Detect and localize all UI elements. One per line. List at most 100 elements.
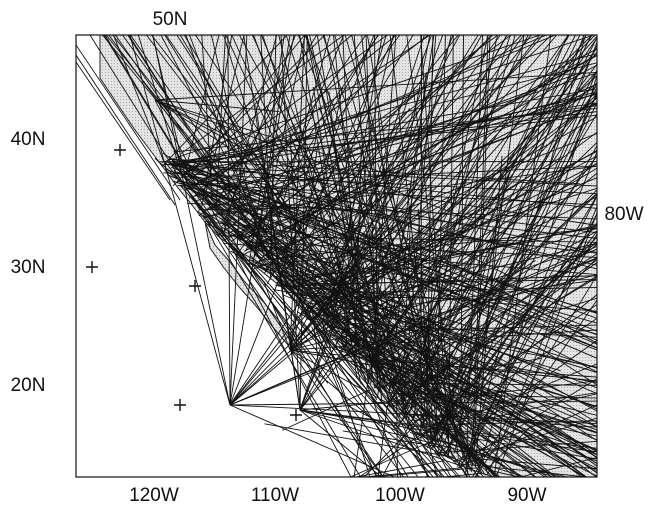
- ray-path: [375, 88, 597, 387]
- ray-path: [359, 430, 427, 477]
- ray-path: [369, 142, 597, 361]
- ray-path: [202, 188, 597, 456]
- ray-path: [285, 35, 409, 410]
- ray-paths: [76, 35, 597, 477]
- ray-path: [201, 35, 233, 207]
- ray-path: [471, 460, 526, 477]
- ray-path: [168, 158, 580, 185]
- ray-path: [386, 380, 597, 407]
- ray-path: [215, 35, 226, 210]
- ray-path: [273, 262, 597, 369]
- ray-path: [376, 35, 435, 398]
- ray-path: [212, 203, 597, 412]
- ray-path: [202, 214, 361, 477]
- lon-label: 110W: [251, 485, 299, 506]
- ray-path: [264, 423, 455, 458]
- ray-path: [369, 359, 443, 477]
- ray-path: [408, 35, 489, 420]
- ray-path: [364, 467, 462, 477]
- ray-path: [353, 35, 383, 405]
- ray-path: [309, 305, 461, 477]
- ray-path: [247, 262, 597, 373]
- ray-path: [323, 35, 410, 431]
- ray-path: [456, 214, 597, 467]
- ray-path: [184, 171, 400, 423]
- ray-path: [264, 254, 587, 477]
- ray-path: [178, 165, 597, 270]
- ray-path: [463, 457, 597, 470]
- ray-path: [173, 53, 597, 167]
- ray-path: [381, 415, 415, 477]
- ray-path: [173, 169, 384, 477]
- ray-path: [286, 270, 403, 394]
- ray-path: [104, 35, 216, 216]
- ray-path: [397, 155, 597, 427]
- ray-path: [458, 463, 587, 477]
- ray-path: [170, 166, 597, 336]
- ray-path: [231, 35, 401, 404]
- ray-path: [385, 253, 597, 386]
- map-area: [76, 35, 597, 477]
- ray-path: [495, 212, 597, 477]
- ray-path: [421, 415, 480, 477]
- ray-path: [519, 457, 597, 477]
- ray-path: [239, 90, 421, 241]
- ray-path: [194, 35, 397, 197]
- ray-path: [185, 35, 594, 172]
- ray-path: [220, 235, 597, 243]
- ray-path: [129, 35, 231, 406]
- ray-path: [254, 35, 295, 255]
- lat-label: 30N: [11, 257, 46, 278]
- ray-path: [340, 243, 597, 332]
- ray-path: [245, 35, 379, 250]
- ray-path: [89, 35, 201, 211]
- ray-path: [396, 396, 398, 477]
- ray-path: [373, 383, 450, 477]
- ray-path: [260, 35, 274, 275]
- ray-path: [235, 35, 401, 257]
- ray-path: [369, 258, 597, 361]
- ray-path: [334, 35, 454, 457]
- stations: [86, 144, 302, 421]
- ray-path: [396, 262, 597, 405]
- ray-path: [293, 116, 597, 290]
- ray-path: [457, 404, 597, 468]
- ray-path: [304, 35, 476, 464]
- ray-path: [165, 35, 469, 477]
- ray-path: [182, 162, 597, 373]
- ray-path: [282, 389, 370, 431]
- ray-path: [342, 430, 442, 448]
- ray-path: [289, 147, 318, 351]
- ray-path: [152, 35, 231, 406]
- ray-path: [404, 304, 597, 430]
- ray-path: [229, 404, 395, 477]
- ray-path: [428, 332, 464, 457]
- ray-path: [239, 103, 597, 237]
- ray-path: [177, 165, 597, 186]
- ray-path: [289, 35, 541, 351]
- ray-path: [474, 155, 503, 467]
- ray-path: [280, 35, 301, 411]
- ray-path: [273, 264, 472, 278]
- ray-path: [274, 108, 411, 279]
- ray-path: [180, 35, 345, 155]
- ray-path: [353, 370, 370, 477]
- ray-path: [464, 195, 597, 459]
- ray-path: [350, 442, 430, 477]
- ray-path: [350, 350, 597, 451]
- ray-path: [297, 286, 597, 295]
- ray-path: [289, 349, 470, 384]
- ray-path: [263, 165, 297, 291]
- ray-path: [183, 35, 425, 438]
- ray-path: [105, 35, 354, 342]
- ray-path: [333, 344, 597, 477]
- ray-path: [315, 97, 597, 310]
- ray-path: [263, 35, 459, 274]
- ray-path: [299, 409, 567, 477]
- ray-path: [76, 54, 176, 206]
- lon-label: 120W: [129, 485, 179, 506]
- ray-path: [338, 70, 597, 354]
- ray-path: [299, 35, 444, 411]
- ray-path: [321, 322, 371, 477]
